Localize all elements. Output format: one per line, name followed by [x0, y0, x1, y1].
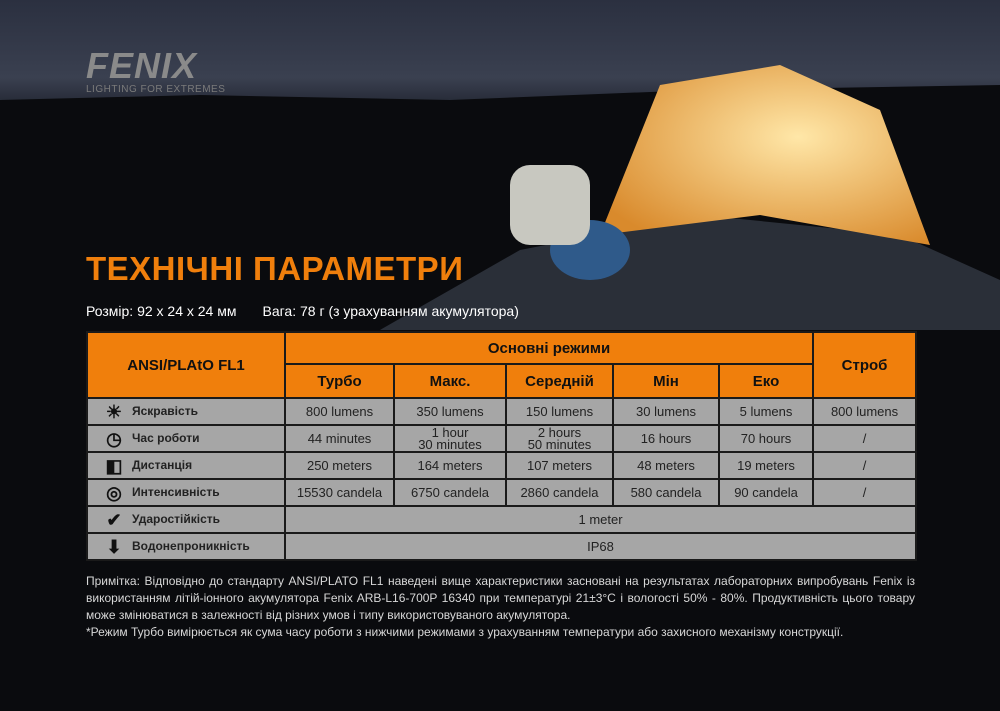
table-row: ◷ Час роботи 44 minutes 1 hour 30 minutes 2 … — [86, 424, 918, 453]
table-row: ⬇ Водонепроникність IP68 — [86, 532, 918, 561]
mode-header: Макс. — [393, 363, 507, 399]
brightness-icon: ☀ — [105, 401, 123, 422]
clock-icon: ◷ — [106, 428, 122, 449]
cell: 107 meters — [505, 451, 614, 480]
row-label: ◷ Час роботи — [86, 424, 286, 453]
cell: 150 lumens — [505, 397, 614, 426]
cell: 15530 candela — [284, 478, 395, 507]
cell: 70 hours — [717, 424, 815, 453]
cell: 164 meters — [393, 451, 507, 480]
spec-table: ANSI/PLAtO FL1 Основні режими Строб Турбо М… — [86, 331, 918, 561]
cell: 90 candela — [717, 478, 815, 507]
row-label: ◎ Интенсивність — [86, 478, 286, 507]
fenix-logo: FENIX LIGHTING FOR EXTREMES — [86, 45, 226, 96]
cell: 19 meters — [717, 451, 815, 480]
size-text: Розмір: 92 x 24 x 24 мм — [86, 303, 237, 319]
corner-header: ANSI/PLAtO FL1 — [86, 331, 286, 399]
row-label: ⬇ Водонепроникність — [86, 532, 286, 561]
modes-group-header: Основні режими — [283, 331, 815, 365]
impact-icon: ✔ — [106, 509, 122, 530]
cell: 5 lumens — [717, 397, 815, 426]
strobe-header: Строб — [812, 331, 918, 399]
note-text: Примітка: Відповідно до стандарту ANSI/P… — [86, 574, 915, 622]
row-label: ☀ Яскравість — [86, 397, 286, 426]
table-row: ◧ Дистанція 250 meters 164 meters 107 meters… — [86, 451, 918, 480]
cell: / — [812, 424, 918, 453]
cell: 800 lumens — [284, 397, 395, 426]
table-row: ✔ Ударостійкість 1 meter — [86, 505, 918, 534]
page-title: ТЕХНІЧНІ ПАРАМЕТРИ — [86, 250, 464, 287]
weight-text: Вага: 78 г (з урахуванням акумулятора) — [262, 303, 519, 319]
cell: 2860 candela — [505, 478, 614, 507]
cell: 48 meters — [612, 451, 720, 480]
cell: 30 lumens — [612, 397, 720, 426]
distance-icon: ◧ — [105, 455, 123, 476]
cell: 350 lumens — [393, 397, 507, 426]
cell: 580 candela — [612, 478, 720, 507]
cell: 44 minutes — [284, 424, 395, 453]
cell: / — [812, 451, 918, 480]
cell: 16 hours — [612, 424, 720, 453]
mode-header: Турбо — [284, 363, 395, 399]
cell: 250 meters — [284, 451, 395, 480]
mode-header: Мін — [612, 363, 720, 399]
cell: 2 hours 50 minutes — [505, 424, 614, 453]
table-row: ◎ Интенсивність 15530 candela 6750 candela 2… — [86, 478, 918, 507]
mode-header: Середній — [505, 363, 614, 399]
mode-header: Еко — [717, 363, 815, 399]
cell: 6750 candela — [393, 478, 507, 507]
row-label: ◧ Дистанція — [86, 451, 286, 480]
table-row: ☀ Яскравість 800 lumens 350 lumens 150 lumen… — [86, 397, 918, 426]
cell: 800 lumens — [812, 397, 918, 426]
cell: 1 hour 30 minutes — [393, 424, 507, 453]
row-label: ✔ Ударостійкість — [86, 505, 286, 534]
footnote: Примітка: Відповідно до стандарту ANSI/P… — [86, 573, 915, 641]
dimensions: Розмір: 92 x 24 x 24 мм Вага: 78 г (з ура… — [86, 303, 545, 319]
cell: 1 meter — [283, 505, 918, 534]
turbo-note: *Режим Турбо вимірюється як сума часу ро… — [86, 625, 844, 639]
cell: IP68 — [283, 532, 918, 561]
target-icon: ◎ — [106, 482, 122, 503]
waterproof-icon: ⬇ — [106, 536, 122, 557]
cell: / — [812, 478, 918, 507]
